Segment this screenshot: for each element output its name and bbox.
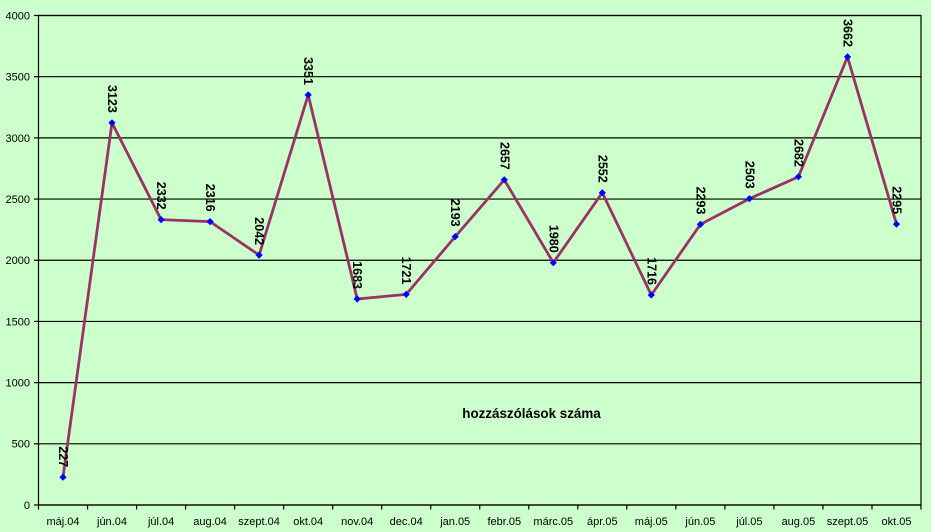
svg-text:2295: 2295 (890, 186, 904, 214)
svg-text:jan.05: jan.05 (439, 516, 470, 528)
svg-text:szept.05: szept.05 (827, 516, 869, 528)
svg-text:3123: 3123 (105, 85, 119, 113)
svg-text:1500: 1500 (6, 316, 30, 328)
svg-text:nov.04: nov.04 (341, 516, 373, 528)
svg-text:2682: 2682 (791, 139, 805, 167)
svg-text:1683: 1683 (350, 261, 364, 289)
svg-text:2552: 2552 (595, 155, 609, 183)
svg-text:500: 500 (12, 439, 30, 451)
svg-text:szept.04: szept.04 (238, 516, 280, 528)
svg-text:1716: 1716 (644, 257, 658, 285)
svg-text:márc.05: márc.05 (533, 516, 573, 528)
svg-text:jún.05: jún.05 (684, 516, 715, 528)
svg-text:aug.04: aug.04 (193, 516, 227, 528)
svg-text:2293: 2293 (693, 187, 707, 215)
svg-text:1721: 1721 (399, 257, 413, 285)
svg-text:1980: 1980 (546, 225, 560, 253)
svg-text:okt.05: okt.05 (882, 516, 912, 528)
svg-text:1000: 1000 (6, 378, 30, 390)
svg-text:3500: 3500 (6, 72, 30, 84)
svg-text:3662: 3662 (841, 19, 855, 47)
svg-text:2000: 2000 (6, 255, 30, 267)
svg-text:okt.04: okt.04 (293, 516, 323, 528)
svg-text:dec.04: dec.04 (390, 516, 423, 528)
svg-text:3351: 3351 (301, 57, 315, 85)
svg-text:aug.05: aug.05 (782, 516, 816, 528)
svg-text:júl.05: júl.05 (735, 516, 762, 528)
svg-text:2657: 2657 (497, 142, 511, 170)
svg-text:máj.04: máj.04 (46, 516, 79, 528)
svg-text:jún.04: jún.04 (96, 516, 127, 528)
svg-text:febr.05: febr.05 (487, 516, 521, 528)
svg-text:2332: 2332 (154, 182, 168, 210)
svg-text:4000: 4000 (6, 10, 30, 22)
svg-text:227: 227 (56, 446, 70, 467)
svg-text:júl.04: júl.04 (147, 516, 174, 528)
svg-text:2503: 2503 (742, 161, 756, 189)
svg-text:3000: 3000 (6, 133, 30, 145)
svg-text:ápr.05: ápr.05 (587, 516, 618, 528)
svg-text:2500: 2500 (6, 194, 30, 206)
svg-text:hozzászólások száma: hozzászólások száma (462, 406, 601, 421)
svg-text:0: 0 (24, 500, 30, 512)
svg-text:2316: 2316 (203, 184, 217, 212)
svg-text:2193: 2193 (448, 199, 462, 227)
svg-text:máj.05: máj.05 (635, 516, 668, 528)
svg-text:2042: 2042 (252, 217, 266, 245)
